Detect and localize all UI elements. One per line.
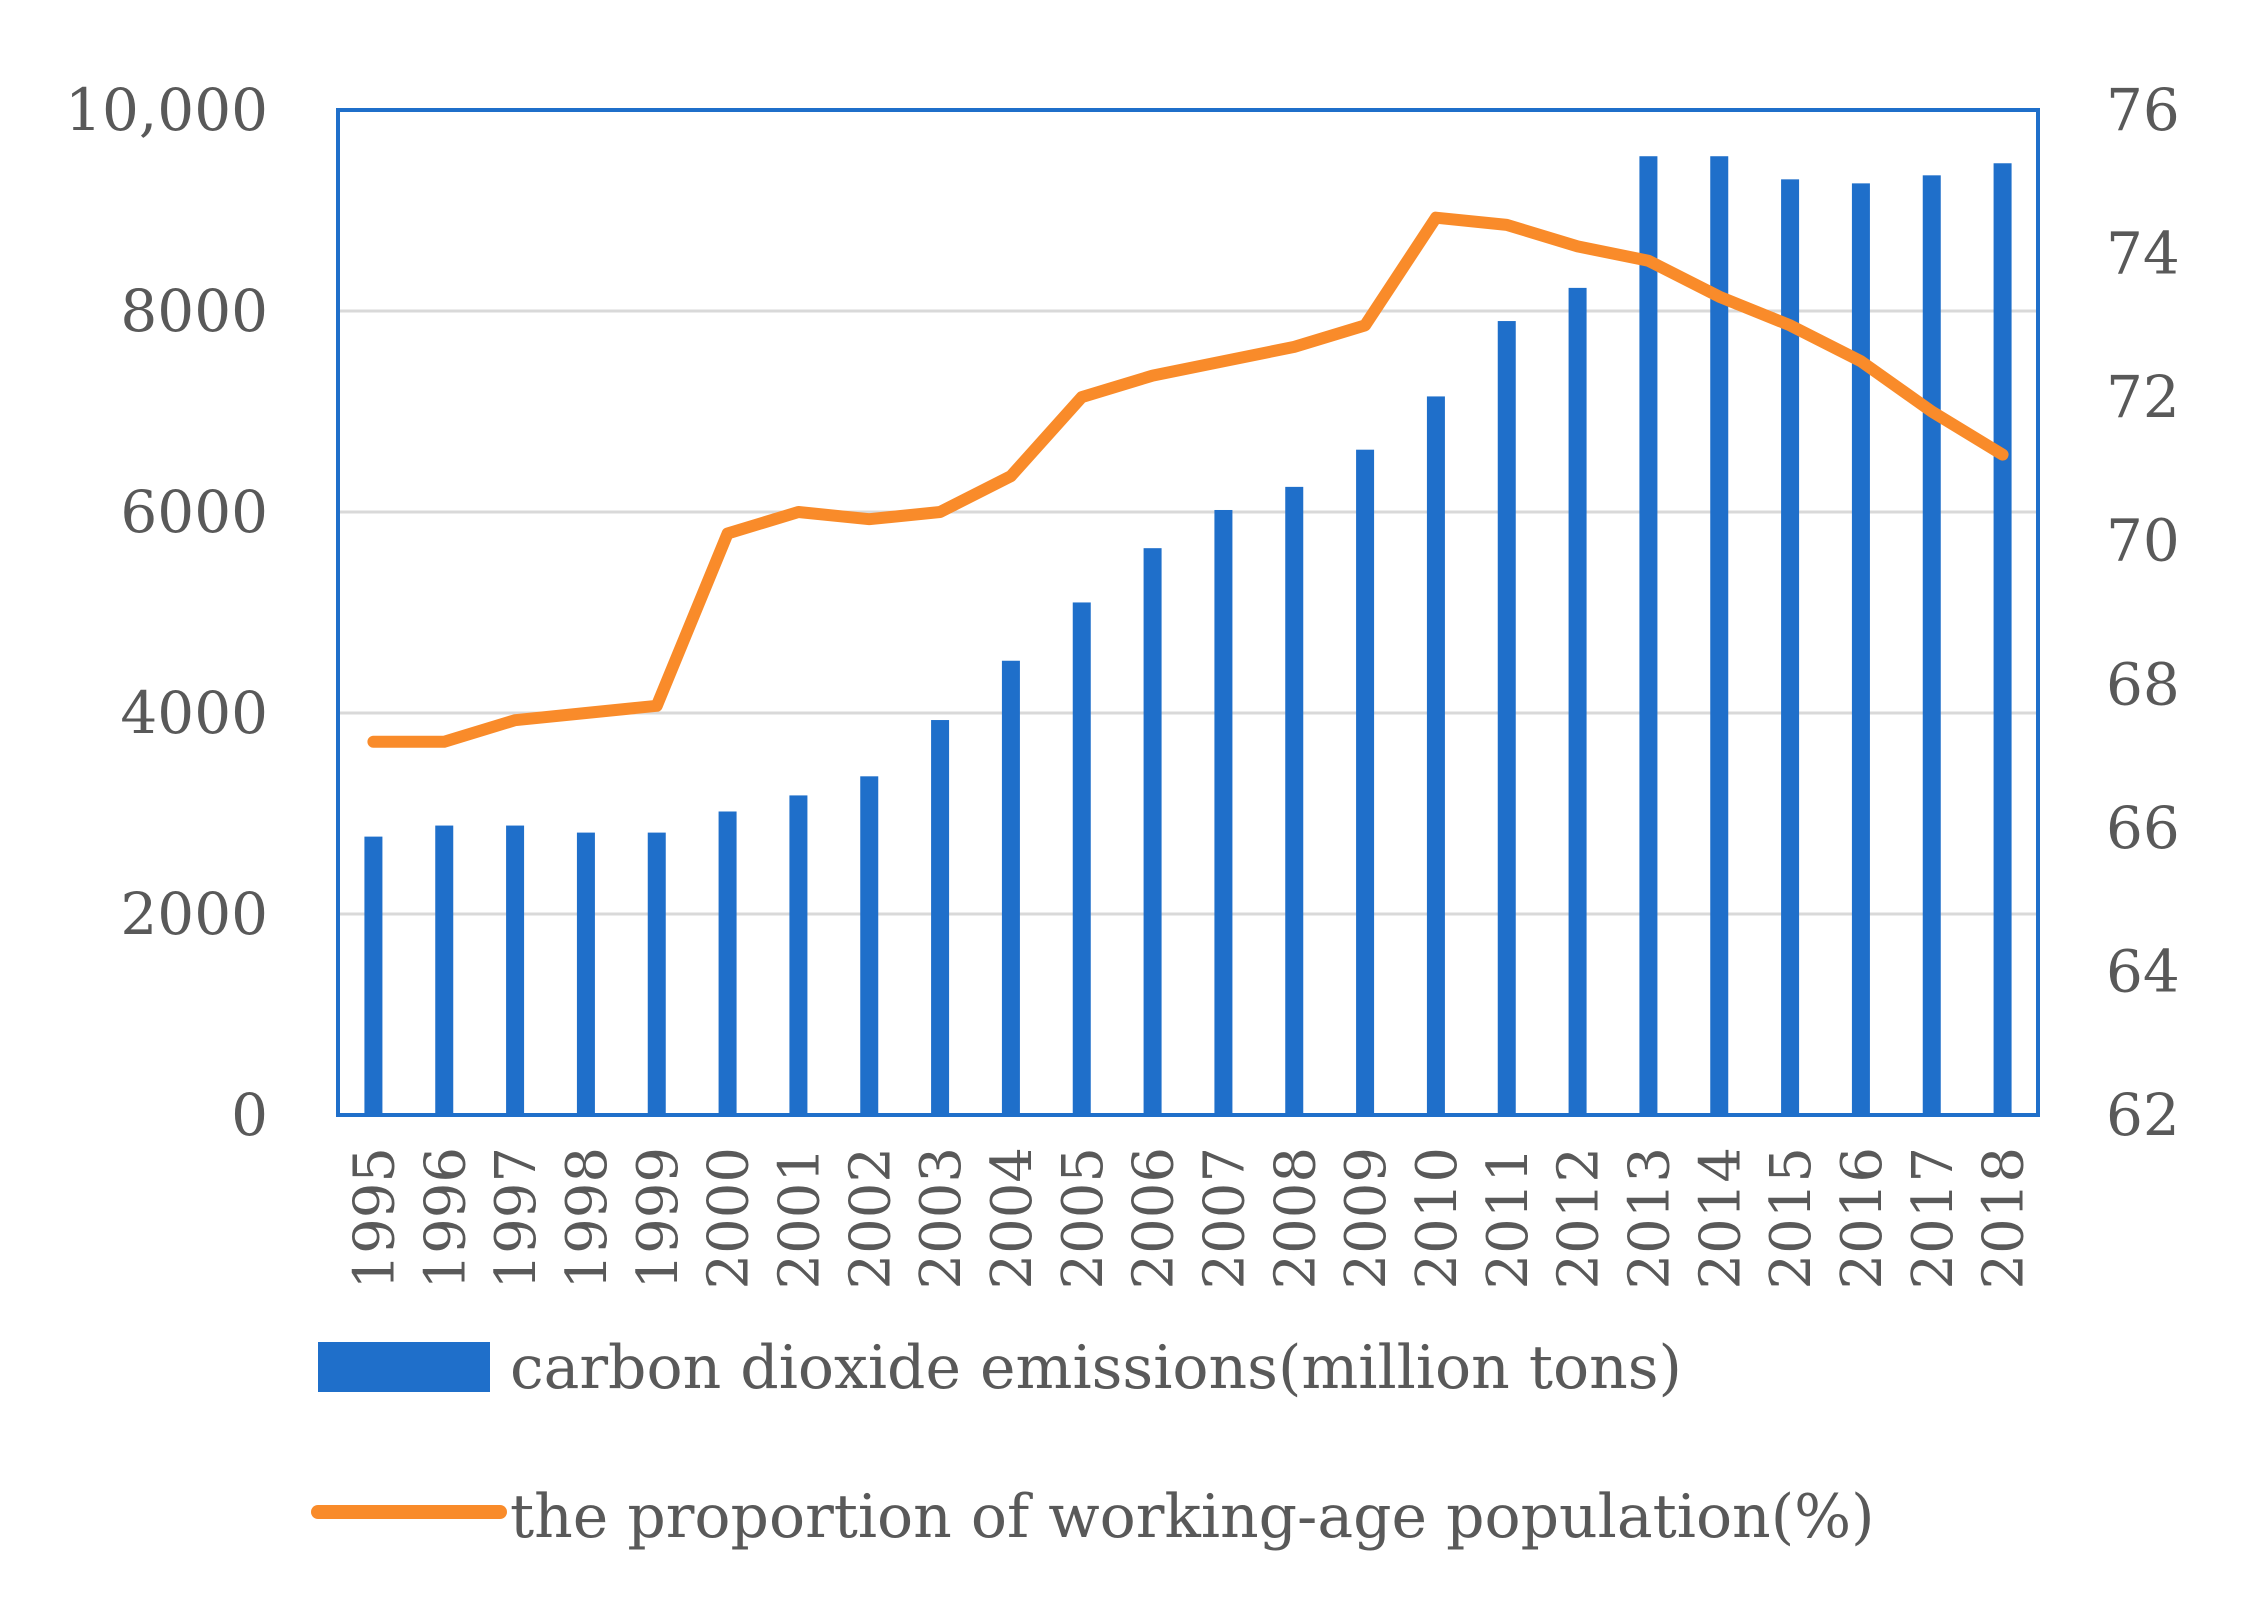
legend-bar-label: carbon dioxide emissions(million tons) xyxy=(510,1333,1682,1403)
x-tick-label: 2016 xyxy=(1830,1147,1895,1290)
bar-2010 xyxy=(1426,396,1445,1115)
x-axis-ticks: 1995 1996 1997 1998 1999 2000 2001 2002 2003 2004… xyxy=(342,1147,2036,1290)
right-tick-label: 62 xyxy=(2106,1081,2180,1149)
bar-1995 xyxy=(364,836,383,1115)
bar-2000 xyxy=(718,811,737,1115)
bar-2015 xyxy=(1781,179,1800,1116)
x-tick-label: 2014 xyxy=(1688,1147,1753,1290)
bar-2014 xyxy=(1710,156,1729,1116)
x-tick-label: 2018 xyxy=(1972,1147,2037,1290)
x-tick-label: 1996 xyxy=(413,1147,478,1290)
bar-2006 xyxy=(1143,548,1162,1115)
x-tick-label: 2001 xyxy=(767,1147,832,1290)
x-tick-label: 1997 xyxy=(484,1147,549,1290)
x-tick-label: 2011 xyxy=(1476,1147,1541,1290)
right-tick-label: 76 xyxy=(2106,76,2180,144)
x-tick-label: 2004 xyxy=(980,1147,1045,1290)
x-tick-label: 2002 xyxy=(838,1147,903,1290)
bar-1996 xyxy=(435,825,454,1115)
left-tick-label: 8000 xyxy=(120,277,268,345)
x-tick-label: 2010 xyxy=(1405,1147,1470,1290)
x-tick-label: 2007 xyxy=(1192,1147,1257,1290)
right-tick-label: 68 xyxy=(2106,650,2180,718)
left-tick-label: 6000 xyxy=(120,478,268,546)
x-tick-label: 2009 xyxy=(1334,1147,1399,1290)
bar-1998 xyxy=(576,832,595,1115)
x-tick-label: 1998 xyxy=(555,1147,620,1290)
x-tick-label: 2008 xyxy=(1263,1147,1328,1290)
bar-2002 xyxy=(860,776,879,1115)
right-tick-label: 64 xyxy=(2106,937,2180,1005)
bar-2009 xyxy=(1356,449,1375,1115)
bar-1999 xyxy=(647,832,666,1115)
left-axis-ticks: 0 2000 4000 6000 8000 10,000 xyxy=(65,76,268,1149)
bar-2011 xyxy=(1497,321,1516,1115)
x-tick-label: 2000 xyxy=(697,1147,762,1290)
x-tick-label: 1995 xyxy=(342,1147,407,1290)
x-tick-label: 2013 xyxy=(1617,1147,1682,1290)
bar-2012 xyxy=(1568,287,1587,1115)
left-tick-label: 0 xyxy=(231,1081,268,1149)
bar-2017 xyxy=(1922,175,1941,1115)
x-tick-label: 1999 xyxy=(626,1147,691,1290)
x-tick-label: 2005 xyxy=(1051,1147,1116,1290)
bar-1997 xyxy=(506,825,525,1115)
left-tick-label: 2000 xyxy=(120,880,268,948)
legend-item-line: the proportion of working-age population… xyxy=(311,1482,1875,1552)
bar-2004 xyxy=(1001,660,1020,1115)
plot-frame xyxy=(336,108,2040,1117)
legend-line-label: the proportion of working-age population… xyxy=(510,1482,1875,1552)
bar-2016 xyxy=(1851,183,1870,1116)
bar-series xyxy=(364,156,2012,1116)
left-tick-label: 10,000 xyxy=(65,76,268,144)
left-tick-label: 4000 xyxy=(120,679,268,747)
legend: carbon dioxide emissions(million tons) t… xyxy=(311,1333,1875,1552)
bar-2003 xyxy=(931,720,950,1115)
right-tick-label: 74 xyxy=(2106,220,2180,288)
x-tick-label: 2012 xyxy=(1547,1147,1612,1290)
legend-item-bar: carbon dioxide emissions(million tons) xyxy=(318,1333,1682,1403)
right-tick-label: 70 xyxy=(2106,507,2180,575)
bar-2001 xyxy=(789,795,808,1115)
x-tick-label: 2003 xyxy=(909,1147,974,1290)
bar-2018 xyxy=(1993,163,2012,1115)
x-tick-label: 2006 xyxy=(1122,1147,1187,1290)
right-tick-label: 66 xyxy=(2106,794,2180,862)
x-tick-label: 2015 xyxy=(1759,1147,1824,1290)
bar-2008 xyxy=(1285,486,1304,1115)
line-series xyxy=(367,211,2009,748)
bar-2013 xyxy=(1639,156,1658,1116)
working-age-line xyxy=(367,211,2009,748)
bar-2007 xyxy=(1214,509,1233,1115)
x-tick-label: 2017 xyxy=(1901,1147,1966,1290)
bar-2005 xyxy=(1072,602,1091,1115)
right-tick-label: 72 xyxy=(2106,363,2180,431)
right-axis-ticks: 62 64 66 68 70 72 74 76 xyxy=(2106,76,2180,1149)
legend-bar-swatch xyxy=(318,1342,490,1392)
